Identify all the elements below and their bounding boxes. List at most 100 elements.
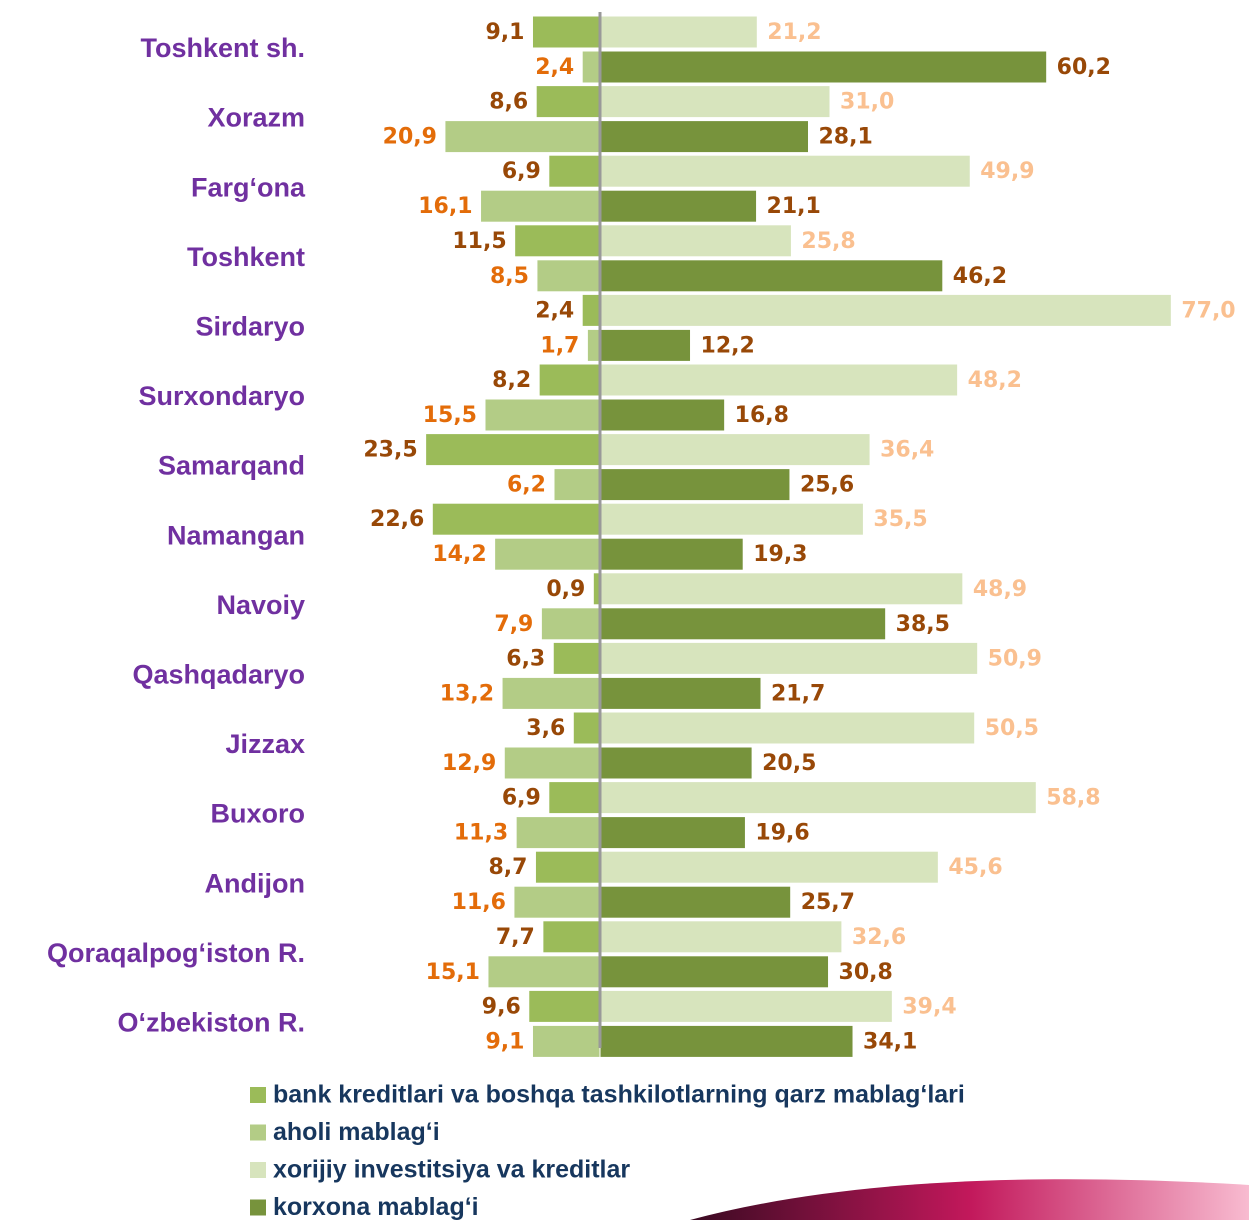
bar xyxy=(515,225,600,257)
bar xyxy=(481,190,600,222)
bar xyxy=(532,16,600,48)
value-label: 6,9 xyxy=(502,159,541,184)
bar xyxy=(536,86,600,118)
bar xyxy=(541,608,600,640)
value-label: 25,7 xyxy=(801,890,855,915)
plot: Toshkent sh.9,12,421,260,2Xorazm8,620,93… xyxy=(47,12,1236,1220)
bar xyxy=(600,434,870,466)
value-label: 6,2 xyxy=(507,473,546,498)
bar xyxy=(495,538,600,570)
value-label: 6,3 xyxy=(506,646,545,671)
bar xyxy=(600,469,790,501)
value-label: 11,3 xyxy=(454,821,508,846)
value-label: 28,1 xyxy=(819,125,873,150)
bar xyxy=(573,712,600,744)
value-label: 6,9 xyxy=(502,786,541,811)
bar xyxy=(549,155,600,187)
value-label: 45,6 xyxy=(948,855,1002,880)
bar xyxy=(502,677,600,709)
value-label: 30,8 xyxy=(839,960,893,985)
bar xyxy=(600,294,1171,326)
value-label: 50,9 xyxy=(988,646,1042,671)
category-label: Jizzax xyxy=(225,729,305,759)
legend-swatch xyxy=(250,1162,266,1178)
bar xyxy=(600,121,809,153)
bar xyxy=(600,538,743,570)
value-label: 13,2 xyxy=(440,681,494,706)
category-label: Andijon xyxy=(205,868,305,898)
bar xyxy=(504,747,600,779)
value-label: 77,0 xyxy=(1181,298,1235,323)
value-label: 2,4 xyxy=(535,298,574,323)
category-label: Samarqand xyxy=(158,451,305,481)
bar xyxy=(600,712,975,744)
value-label: 9,6 xyxy=(482,994,521,1019)
value-label: 7,7 xyxy=(496,925,535,950)
value-label: 21,2 xyxy=(767,20,821,45)
value-label: 23,5 xyxy=(363,438,417,463)
bar xyxy=(600,990,892,1022)
value-label: 48,9 xyxy=(973,577,1027,602)
bar xyxy=(600,364,958,396)
value-label: 2,4 xyxy=(535,55,574,80)
value-label: 20,5 xyxy=(762,751,816,776)
value-label: 7,9 xyxy=(494,612,533,637)
bar xyxy=(600,747,752,779)
decor-swoosh xyxy=(690,1179,1249,1220)
legend-swatch xyxy=(250,1125,266,1141)
bar xyxy=(535,851,600,883)
bar xyxy=(600,503,863,535)
value-label: 34,1 xyxy=(863,1029,917,1054)
category-label: Qoraqalpog‘iston R. xyxy=(47,938,305,968)
value-label: 19,6 xyxy=(755,821,809,846)
bar xyxy=(543,921,600,953)
value-label: 20,9 xyxy=(383,125,437,150)
chart: Toshkent sh.9,12,421,260,2Xorazm8,620,93… xyxy=(0,0,1249,1220)
value-label: 11,5 xyxy=(452,229,506,254)
value-label: 11,6 xyxy=(452,890,506,915)
value-label: 0,9 xyxy=(546,577,585,602)
value-label: 8,7 xyxy=(488,855,527,880)
legend-label: xorijiy investitsiya va kreditlar xyxy=(273,1156,630,1184)
legend-swatch xyxy=(250,1087,266,1103)
bar xyxy=(600,817,745,849)
category-label: Sirdaryo xyxy=(195,312,305,342)
value-label: 9,1 xyxy=(485,20,524,45)
bar xyxy=(600,399,725,431)
bar xyxy=(554,469,600,501)
category-label: Surxondaryo xyxy=(138,381,305,411)
value-label: 8,2 xyxy=(492,368,531,393)
value-label: 25,8 xyxy=(801,229,855,254)
category-label: O‘zbekiston R. xyxy=(117,1008,305,1038)
bar xyxy=(600,190,757,222)
category-label: Qashqadaryo xyxy=(132,660,305,690)
value-label: 16,8 xyxy=(735,403,789,428)
bar xyxy=(537,260,600,292)
value-label: 35,5 xyxy=(873,507,927,532)
bar xyxy=(600,608,886,640)
bar xyxy=(516,817,600,849)
bar xyxy=(600,225,791,257)
value-label: 36,4 xyxy=(880,438,934,463)
value-label: 48,2 xyxy=(968,368,1022,393)
bar xyxy=(485,399,600,431)
value-label: 3,6 xyxy=(526,716,565,741)
bar xyxy=(488,956,600,988)
value-label: 32,6 xyxy=(852,925,906,950)
value-label: 25,6 xyxy=(800,473,854,498)
legend-label: korxona mablag‘i xyxy=(273,1193,479,1220)
bar xyxy=(600,642,978,674)
value-label: 22,6 xyxy=(370,507,424,532)
bar xyxy=(600,260,943,292)
bar xyxy=(600,329,691,361)
category-label: Namangan xyxy=(167,520,305,550)
bar xyxy=(600,851,938,883)
bar xyxy=(514,886,600,918)
category-label: Farg‘ona xyxy=(191,172,306,202)
bar xyxy=(600,16,757,48)
value-label: 14,2 xyxy=(432,542,486,567)
bar xyxy=(600,51,1047,83)
value-label: 21,7 xyxy=(771,681,825,706)
bar xyxy=(600,1025,853,1057)
category-label: Navoiy xyxy=(216,590,305,620)
